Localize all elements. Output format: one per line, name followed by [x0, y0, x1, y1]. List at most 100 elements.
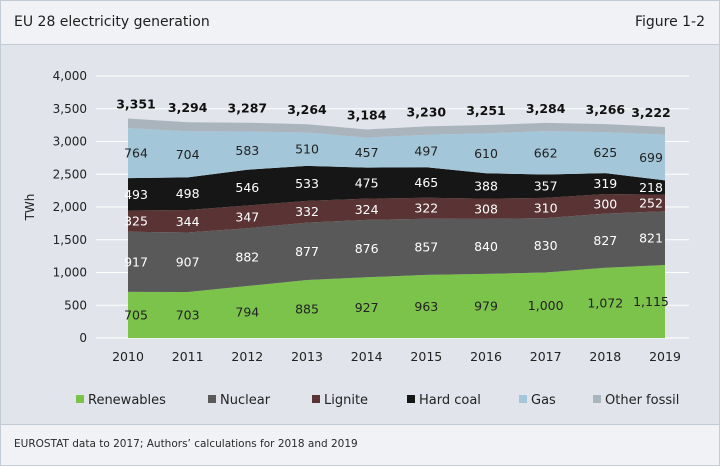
x-tick-label: 2013	[291, 349, 323, 364]
x-tick-label: 2015	[410, 349, 442, 364]
data-label: 927	[355, 300, 379, 315]
figure-footer: EUROSTAT data to 2017; Authors’ calculat…	[1, 424, 719, 465]
stacked-area-chart: 0 500 1,000 1,500 2,000 2,500 3,000 3,500 4,000 T…	[23, 69, 689, 408]
data-label: 703	[176, 307, 200, 322]
total-label: 3,284	[526, 101, 566, 116]
x-tick-label: 2016	[470, 349, 502, 364]
data-label: 827	[593, 233, 617, 248]
y-tick-label: 3,500	[53, 102, 87, 116]
figure-header: EU 28 electricity generation Figure 1-2	[1, 1, 719, 45]
data-label: 465	[414, 175, 438, 190]
area-hard-coal	[128, 165, 665, 211]
data-label: 1,000	[528, 298, 564, 313]
data-label: 533	[295, 176, 319, 191]
legend-swatch-renewables	[76, 395, 84, 403]
data-label: 794	[235, 304, 259, 319]
x-tick-label: 2011	[172, 349, 204, 364]
data-label: 319	[593, 176, 617, 191]
data-label: 475	[355, 176, 379, 191]
data-label: 388	[474, 178, 498, 193]
y-tick-label: 3,000	[53, 135, 87, 149]
data-label: 493	[124, 187, 148, 202]
data-label: 885	[295, 302, 319, 317]
data-label: 917	[124, 254, 148, 269]
y-axis-label: TWh	[23, 194, 37, 222]
legend-label: Hard coal	[419, 393, 481, 408]
total-label: 3,222	[631, 105, 671, 120]
area-gas	[128, 128, 665, 181]
total-label: 3,230	[407, 104, 447, 119]
data-label: 300	[593, 196, 617, 211]
data-label: 325	[124, 214, 148, 229]
data-label: 1,115	[633, 294, 669, 309]
data-label: 662	[534, 145, 558, 160]
data-label: 882	[235, 250, 259, 265]
data-label: 344	[176, 214, 200, 229]
data-label: 830	[534, 238, 558, 253]
x-tick-label: 2019	[649, 349, 681, 364]
legend-swatch-gas	[519, 395, 527, 403]
data-label: 1,072	[587, 295, 623, 310]
x-tick-label: 2012	[231, 349, 263, 364]
data-label: 699	[639, 150, 663, 165]
legend-swatch-hard-coal	[407, 395, 415, 403]
chart-area: 0 500 1,000 1,500 2,000 2,500 3,000 3,500 4,000 T…	[1, 45, 719, 424]
legend-label: Gas	[531, 393, 556, 408]
data-label: 308	[474, 201, 498, 216]
data-label: 332	[295, 204, 319, 219]
data-label: 963	[414, 299, 438, 314]
data-label: 979	[474, 298, 498, 313]
legend-label: Other fossil	[605, 393, 679, 408]
data-label: 610	[474, 146, 498, 161]
x-tick-label: 2010	[112, 349, 144, 364]
data-label: 583	[235, 143, 259, 158]
data-label: 324	[355, 202, 379, 217]
figure-label: Figure 1-2	[634, 14, 705, 30]
data-label: 705	[124, 307, 148, 322]
x-tick-label: 2017	[530, 349, 562, 364]
data-label: 357	[534, 179, 558, 194]
legend-label: Lignite	[324, 393, 368, 408]
data-label: 498	[176, 186, 200, 201]
legend-swatch-other-fossil	[593, 395, 601, 403]
total-label: 3,266	[586, 102, 626, 117]
data-label: 310	[534, 200, 558, 215]
y-tick-label: 2,500	[53, 167, 87, 181]
x-tick-label: 2018	[589, 349, 621, 364]
x-tick-label: 2014	[351, 349, 383, 364]
data-label: 497	[414, 143, 438, 158]
legend-swatch-nuclear	[208, 395, 216, 403]
total-label: 3,184	[347, 107, 387, 122]
data-label: 840	[474, 239, 498, 254]
data-label: 877	[295, 244, 319, 259]
area-other-fossil	[128, 118, 665, 138]
data-label: 764	[124, 146, 148, 161]
data-label: 704	[176, 147, 200, 162]
legend-label: Renewables	[88, 393, 166, 408]
data-label: 625	[593, 145, 617, 160]
data-label: 322	[414, 201, 438, 216]
y-tick-label: 0	[79, 331, 87, 345]
legend-label: Nuclear	[220, 393, 271, 408]
data-label: 510	[295, 142, 319, 157]
y-tick-label: 1,000	[53, 266, 87, 280]
y-tick-label: 1,500	[53, 233, 87, 247]
data-label: 218	[639, 180, 663, 195]
total-label: 3,351	[116, 97, 156, 112]
data-label: 252	[639, 195, 663, 210]
y-tick-label: 500	[64, 298, 87, 312]
area-renewables	[128, 264, 665, 338]
data-label: 457	[355, 145, 379, 160]
data-label: 821	[639, 231, 663, 246]
y-tick-label: 4,000	[53, 69, 87, 83]
source-note: EUROSTAT data to 2017; Authors’ calculat…	[14, 438, 358, 450]
y-tick-label: 2,000	[53, 200, 87, 214]
data-label: 546	[235, 180, 259, 195]
area-lignite	[128, 193, 665, 233]
total-label: 3,264	[287, 102, 327, 117]
total-label: 3,294	[168, 100, 208, 115]
legend-swatch-lignite	[312, 395, 320, 403]
total-label: 3,287	[228, 101, 268, 116]
data-label: 347	[235, 209, 259, 224]
